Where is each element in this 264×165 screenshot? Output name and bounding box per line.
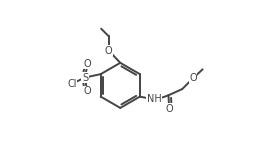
Text: S: S	[82, 73, 88, 82]
Text: O: O	[189, 73, 197, 83]
Text: O: O	[83, 86, 91, 96]
Text: Cl: Cl	[67, 79, 77, 89]
Text: O: O	[105, 46, 112, 56]
Text: O: O	[165, 104, 173, 114]
Text: NH: NH	[147, 94, 162, 104]
Text: O: O	[84, 59, 91, 69]
